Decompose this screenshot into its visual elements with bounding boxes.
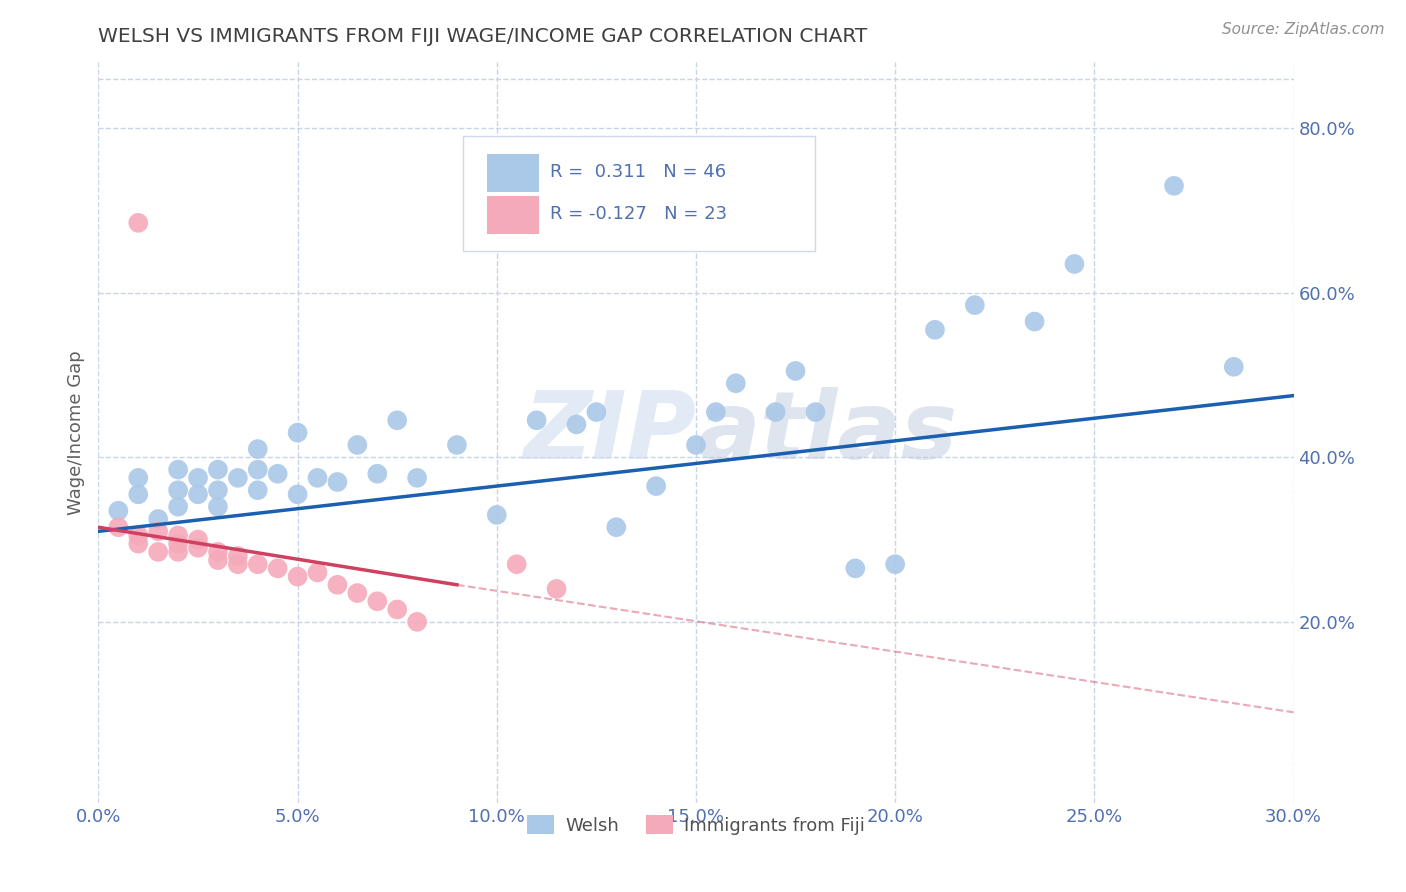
- Point: [446, 438, 468, 452]
- Point: [148, 512, 170, 526]
- Point: [704, 405, 727, 419]
- Point: [406, 471, 429, 485]
- Point: [326, 578, 349, 592]
- Point: [385, 602, 409, 616]
- Point: [127, 528, 149, 542]
- Point: [565, 417, 588, 432]
- Text: R =  0.311   N = 46: R = 0.311 N = 46: [550, 163, 727, 181]
- Point: [546, 582, 568, 596]
- Point: [326, 475, 349, 489]
- Point: [187, 487, 209, 501]
- Point: [207, 483, 229, 498]
- Y-axis label: Wage/Income Gap: Wage/Income Gap: [66, 351, 84, 515]
- Point: [107, 504, 129, 518]
- FancyBboxPatch shape: [486, 195, 540, 235]
- Point: [724, 376, 747, 391]
- Point: [307, 566, 329, 580]
- Point: [246, 558, 269, 572]
- Point: [107, 520, 129, 534]
- Point: [346, 586, 368, 600]
- FancyBboxPatch shape: [463, 136, 815, 252]
- Point: [167, 500, 190, 514]
- Text: R = -0.127   N = 23: R = -0.127 N = 23: [550, 205, 727, 223]
- Point: [485, 508, 508, 522]
- Point: [207, 462, 229, 476]
- Text: atlas: atlas: [696, 386, 957, 479]
- Point: [267, 561, 290, 575]
- Point: [207, 553, 229, 567]
- Point: [307, 471, 329, 485]
- Point: [585, 405, 607, 419]
- Point: [127, 487, 149, 501]
- Point: [406, 615, 429, 629]
- Point: [187, 471, 209, 485]
- Point: [226, 549, 249, 563]
- Point: [167, 545, 190, 559]
- Point: [148, 524, 170, 539]
- Point: [148, 545, 170, 559]
- Point: [187, 541, 209, 555]
- Point: [226, 471, 249, 485]
- Point: [246, 462, 269, 476]
- Point: [287, 487, 309, 501]
- Point: [167, 536, 190, 550]
- Point: [226, 558, 249, 572]
- Point: [645, 479, 668, 493]
- Point: [207, 500, 229, 514]
- Point: [506, 558, 529, 572]
- Point: [187, 533, 209, 547]
- Point: [963, 298, 986, 312]
- Point: [167, 483, 190, 498]
- Point: [167, 462, 190, 476]
- Point: [346, 438, 368, 452]
- Point: [1063, 257, 1085, 271]
- Text: Source: ZipAtlas.com: Source: ZipAtlas.com: [1222, 22, 1385, 37]
- Point: [366, 594, 388, 608]
- Point: [385, 413, 409, 427]
- FancyBboxPatch shape: [486, 153, 540, 192]
- Point: [366, 467, 388, 481]
- Point: [884, 558, 907, 572]
- Point: [246, 442, 269, 456]
- Point: [1163, 178, 1185, 193]
- Point: [127, 471, 149, 485]
- Point: [287, 425, 309, 440]
- Point: [605, 520, 627, 534]
- Point: [526, 413, 548, 427]
- Point: [765, 405, 787, 419]
- Point: [287, 569, 309, 583]
- Point: [785, 364, 807, 378]
- Text: WELSH VS IMMIGRANTS FROM FIJI WAGE/INCOME GAP CORRELATION CHART: WELSH VS IMMIGRANTS FROM FIJI WAGE/INCOM…: [98, 27, 868, 45]
- Point: [246, 483, 269, 498]
- Point: [127, 536, 149, 550]
- Point: [804, 405, 827, 419]
- Text: ZIP: ZIP: [523, 386, 696, 479]
- Point: [207, 545, 229, 559]
- Point: [1024, 315, 1046, 329]
- Point: [1223, 359, 1246, 374]
- Point: [127, 216, 149, 230]
- Point: [267, 467, 290, 481]
- Legend: Welsh, Immigrants from Fiji: Welsh, Immigrants from Fiji: [520, 808, 872, 842]
- Point: [924, 323, 946, 337]
- Point: [167, 528, 190, 542]
- Point: [844, 561, 866, 575]
- Point: [685, 438, 707, 452]
